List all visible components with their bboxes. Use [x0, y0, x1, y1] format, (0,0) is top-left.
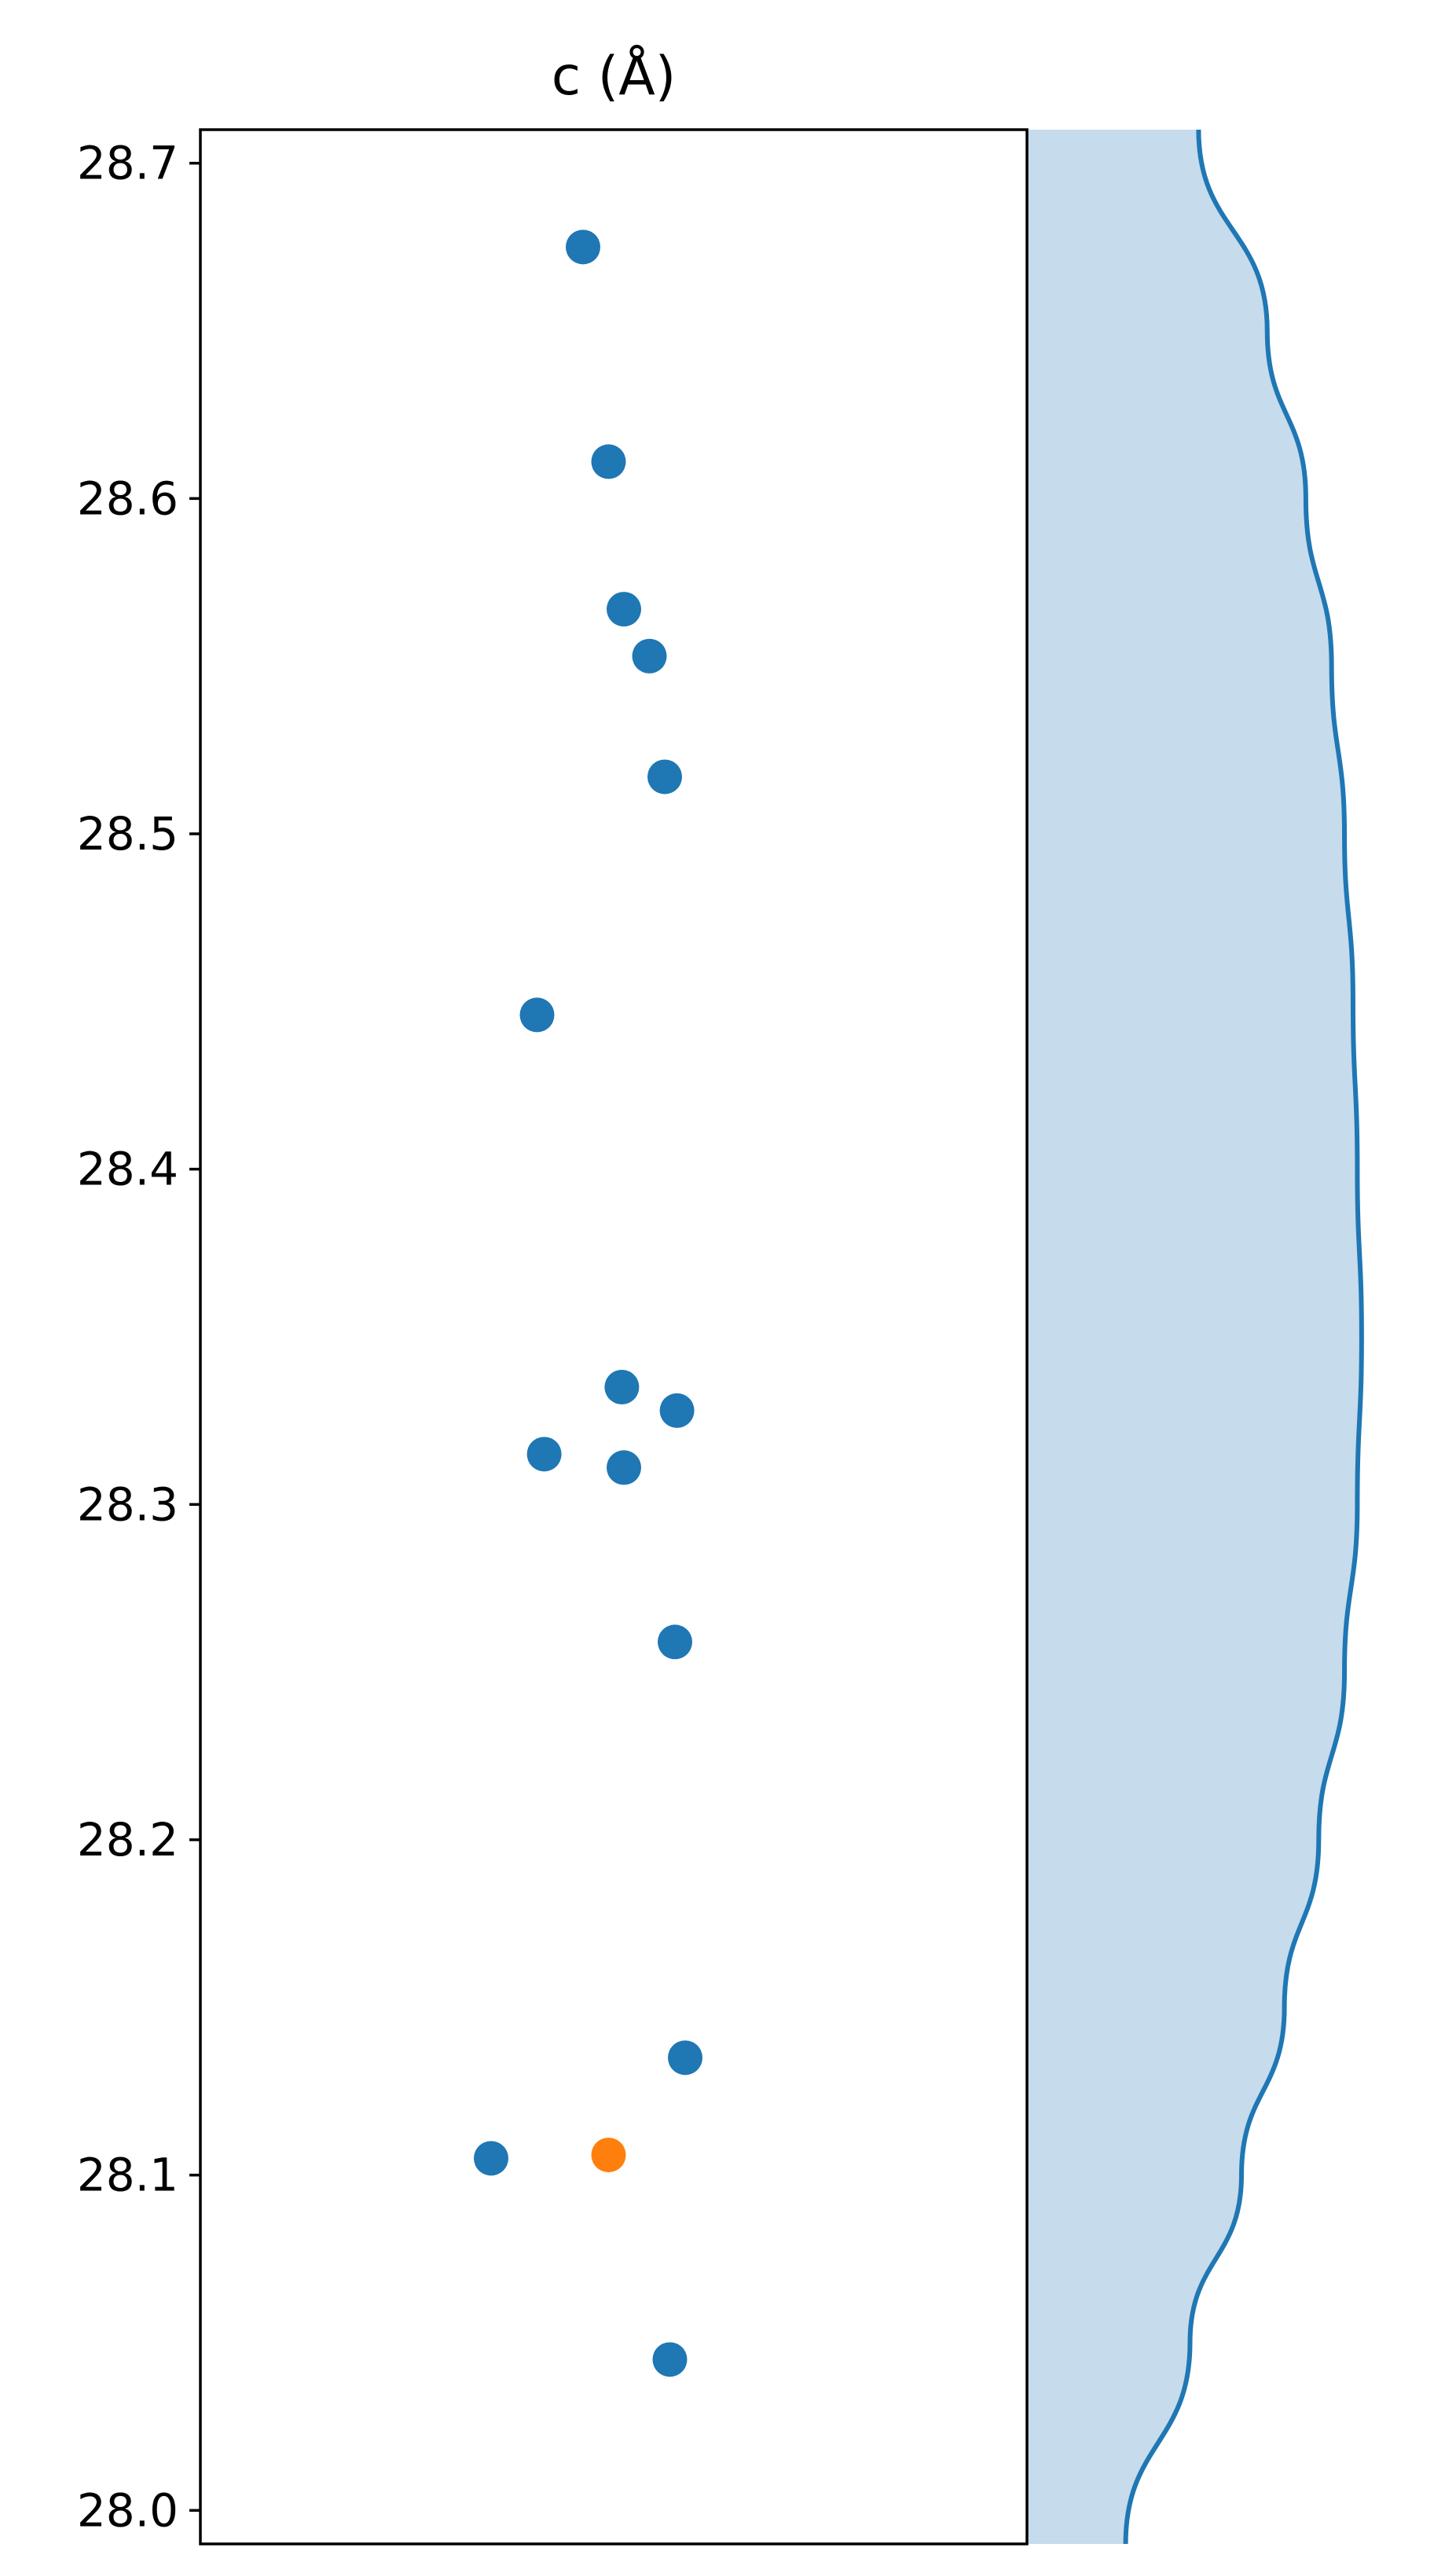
y-axis: 28.0 28.1 28.2 28.3 28.4 28.5 28.6 28.7: [77, 137, 200, 2537]
chart-title: c (Å): [552, 44, 677, 108]
data-point: [519, 997, 555, 1033]
density-fill: [1027, 130, 1362, 2544]
density-panel: [1027, 129, 1364, 2545]
data-point: [566, 229, 600, 265]
y-tick-label: 28.0: [77, 2483, 178, 2537]
data-point: [632, 638, 667, 674]
y-tick-label: 28.2: [77, 1813, 178, 1866]
data-point: [591, 444, 626, 479]
data-point: [526, 1437, 562, 1472]
y-tick-label: 28.7: [77, 137, 178, 190]
density-curve: [1123, 129, 1364, 2545]
data-point: [647, 759, 682, 795]
data-point: [658, 1624, 692, 1660]
data-point: [591, 2138, 626, 2173]
data-point: [604, 1370, 640, 1404]
y-tick-label: 28.6: [77, 472, 178, 525]
plot-area: [199, 128, 1029, 2545]
data-point: [668, 2040, 702, 2076]
data-point: [652, 2342, 688, 2377]
data-point: [607, 592, 641, 627]
data-point: [659, 1393, 695, 1428]
data-point: [607, 1450, 641, 1485]
y-tick-label: 28.3: [77, 1477, 178, 1531]
y-tick-label: 28.1: [77, 2149, 178, 2202]
y-tick-label: 28.5: [77, 807, 178, 861]
y-tick-label: 28.4: [77, 1143, 178, 1196]
data-point: [474, 2141, 508, 2176]
scatter-points: [474, 229, 702, 2377]
